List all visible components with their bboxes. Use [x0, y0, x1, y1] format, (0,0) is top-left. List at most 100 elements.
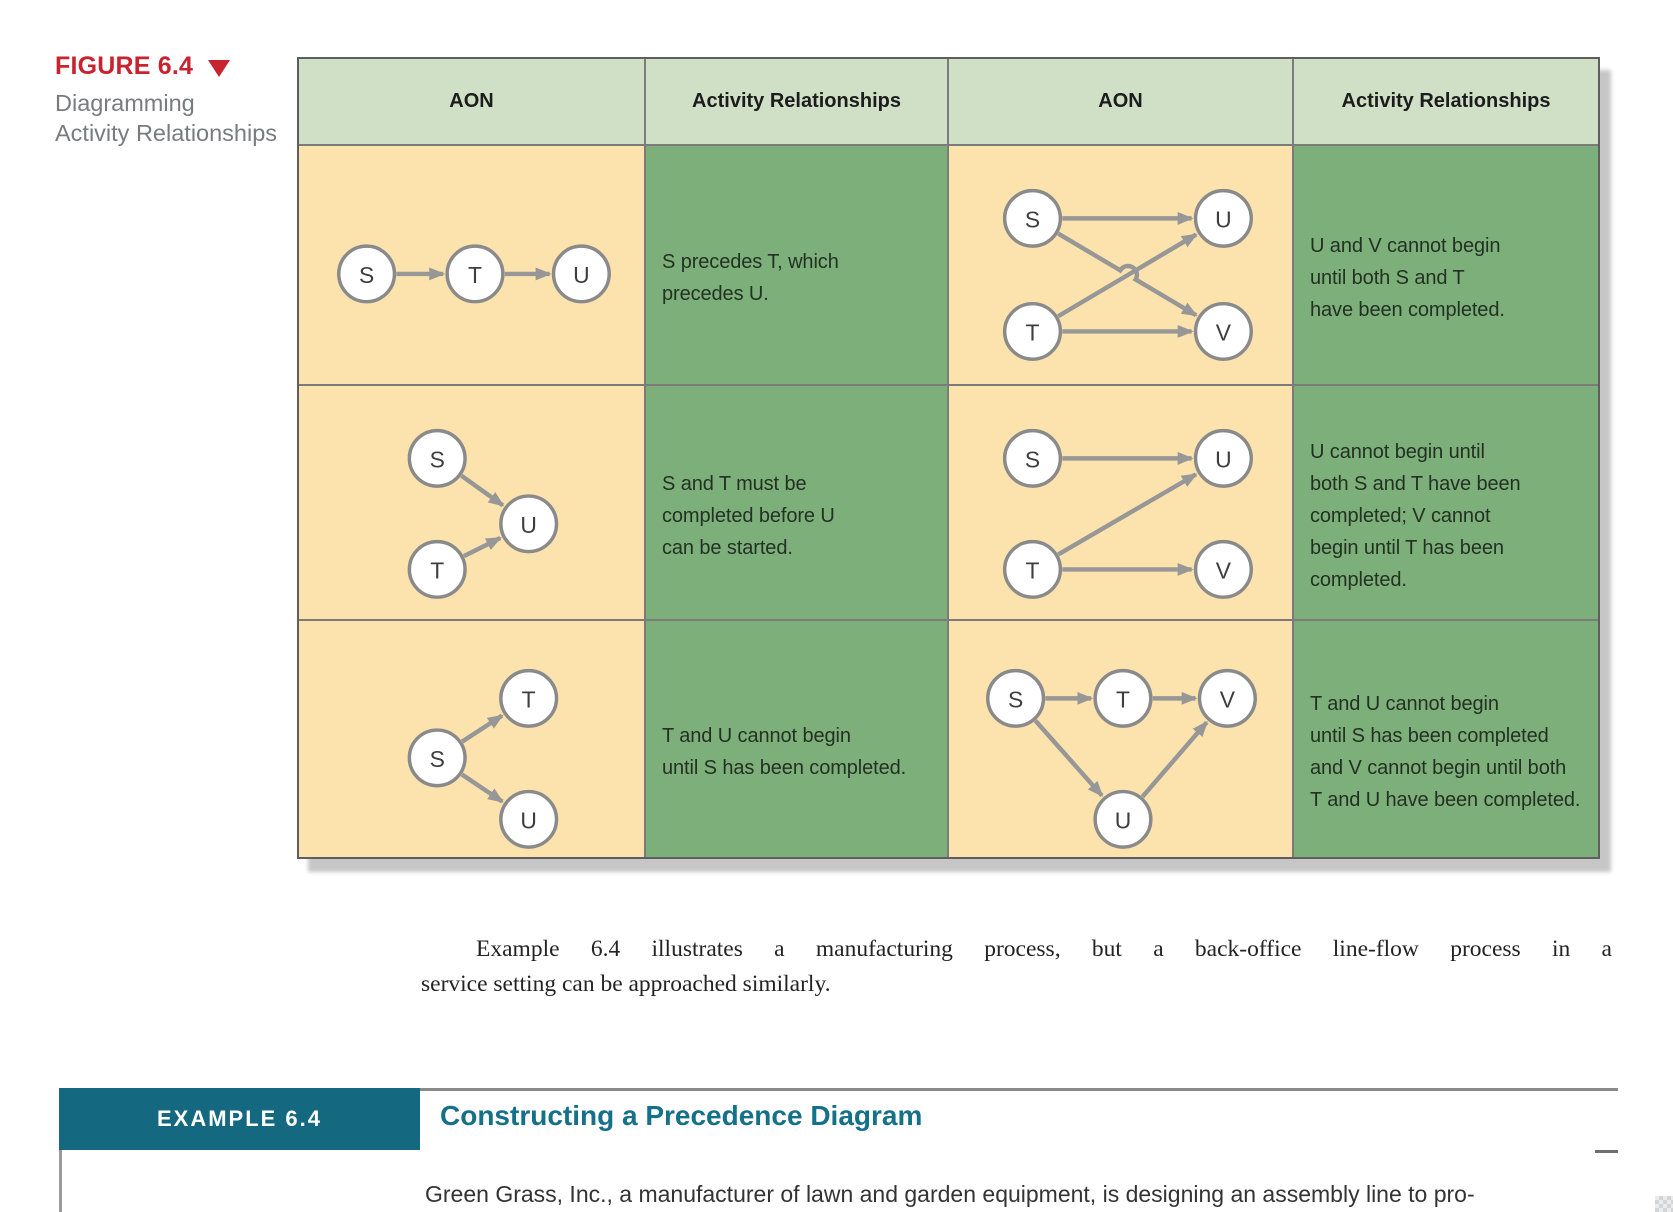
- activity-node-T: [499, 668, 559, 728]
- activity-node-S: [1002, 188, 1063, 248]
- activity-node-S: [407, 728, 467, 788]
- example-body-text: Green Grass, Inc., a manufacturer of law…: [425, 1181, 1475, 1207]
- aon-diagram-row1-right: S U T V: [949, 146, 1292, 384]
- example-left-rule: [59, 1150, 62, 1212]
- header-rel-right: Activity Relationships: [1294, 59, 1598, 144]
- precedence-arrow: [460, 713, 504, 744]
- activity-node-label: V: [1216, 319, 1232, 345]
- relationship-line: until S has been completed.: [662, 757, 907, 779]
- activity-node-label: S: [430, 746, 445, 772]
- example-label: EXAMPLE 6.4: [156, 1106, 323, 1131]
- precedence-arrow: [460, 473, 505, 508]
- activity-node-label: S: [1025, 206, 1040, 232]
- example-label-box: EXAMPLE 6.4: [59, 1088, 420, 1150]
- activity-node-U: [499, 494, 559, 554]
- figure-caption: FIGURE 6.4 Diagramming Activity Relation…: [55, 52, 277, 148]
- activity-node-V: [1193, 539, 1253, 599]
- precedence-arrow: [1057, 231, 1198, 318]
- scan-artifact-corner: [1655, 1196, 1673, 1212]
- relationship-line: and V cannot begin until both: [1310, 757, 1567, 779]
- precedence-arrow: [460, 772, 504, 804]
- activity-node-T: [1093, 668, 1153, 728]
- activity-node-label: S: [430, 446, 445, 472]
- activity-node-U: [499, 789, 559, 849]
- relationship-line: begin until T has been: [1310, 536, 1504, 559]
- example-top-rule: [420, 1088, 1618, 1091]
- aon-diagram-row2-right: S U T V: [949, 386, 1292, 619]
- precedence-arrow: [1033, 719, 1104, 798]
- activity-node-S: [1002, 428, 1063, 488]
- figure-label: FIGURE 6.4: [55, 52, 277, 81]
- relationship-line: U and V cannot begin: [1310, 235, 1501, 257]
- aon-diagram-svg: S T U: [407, 668, 559, 849]
- body-paragraph: Example 6.4 illustrates a manufacturing …: [421, 932, 1612, 1002]
- relationship-line: U cannot begin until: [1310, 440, 1485, 463]
- activity-node-T: [1002, 539, 1063, 599]
- activity-node-U: [551, 244, 611, 304]
- activity-node-label: T: [522, 686, 536, 712]
- relationship-line: until both S and T: [1310, 267, 1465, 289]
- activity-node-S: [986, 668, 1046, 728]
- activity-node-label: V: [1220, 686, 1236, 712]
- activity-node-label: U: [520, 512, 537, 538]
- relationship-text-row1-left: S precedes T, which precedes U.: [646, 146, 947, 384]
- relationship-text-row3-left: T and U cannot begin until S has been com…: [646, 621, 947, 857]
- header-aon-left: AON: [299, 59, 644, 144]
- relationship-line: T and U have been completed.: [1310, 789, 1581, 811]
- example-title: Constructing a Precedence Diagram: [440, 1100, 923, 1131]
- activity-node-label: U: [1215, 206, 1232, 232]
- precedence-arrow: [462, 536, 502, 559]
- activity-node-label: U: [520, 807, 537, 833]
- activity-node-label: U: [1115, 807, 1132, 833]
- activity-node-T: [1002, 301, 1063, 361]
- relationship-line: T and U cannot begin: [1310, 693, 1499, 715]
- relationship-line: S and T must be: [662, 472, 807, 495]
- activity-node-label: T: [430, 557, 444, 583]
- aon-diagram-row3-left: S T U: [299, 621, 644, 857]
- activity-node-label: U: [1215, 446, 1232, 472]
- relationship-line: T and U cannot begin: [662, 725, 851, 747]
- aon-diagram-svg: S U T: [407, 428, 559, 599]
- relationship-line: S precedes T, which: [662, 251, 839, 273]
- aon-diagram-svg: S U T V: [1002, 428, 1253, 599]
- relationship-line: until S has been completed: [1310, 725, 1549, 747]
- activity-node-V: [1197, 668, 1257, 728]
- activity-node-T: [407, 539, 467, 599]
- activity-node-T: [445, 244, 505, 304]
- relationship-text-row1-right: U and V cannot begin until both S and T ha…: [1294, 146, 1598, 384]
- activity-node-label: V: [1216, 557, 1232, 583]
- body-paragraph-line1: Example 6.4 illustrates a manufacturing …: [476, 936, 1612, 962]
- header-rel-left: Activity Relationships: [646, 59, 947, 144]
- precedence-arrow: [1057, 472, 1198, 557]
- figure-caption-line2: Activity Relationships: [55, 120, 278, 146]
- activity-node-label: S: [1008, 686, 1023, 712]
- relationship-line: have been completed.: [1310, 299, 1505, 321]
- precedence-arrow: [1057, 232, 1198, 319]
- relationship-line: precedes U.: [662, 283, 769, 305]
- activity-node-label: T: [1026, 557, 1040, 583]
- activity-node-label: S: [359, 262, 374, 288]
- activity-node-U: [1093, 789, 1153, 849]
- activity-node-label: T: [468, 262, 482, 288]
- activity-node-label: T: [1116, 686, 1130, 712]
- activity-node-V: [1193, 301, 1253, 361]
- relationship-line: completed.: [1310, 568, 1407, 591]
- relationship-text-row2-left: S and T must be completed before U can be …: [646, 386, 947, 619]
- figure-caption-line1: Diagramming: [55, 90, 195, 116]
- relationship-text-row2-right: U cannot begin until both S and T have be…: [1294, 386, 1598, 619]
- activity-node-label: T: [1026, 319, 1040, 345]
- relationship-line: can be started.: [662, 536, 793, 559]
- aon-relationships-table: AON Activity Relationships AON Activity …: [297, 57, 1600, 859]
- relationship-line: completed; V cannot: [1310, 504, 1491, 527]
- activity-node-U: [1193, 428, 1253, 488]
- aon-diagram-svg: S U T V: [1002, 188, 1253, 361]
- relationship-line: completed before U: [662, 504, 835, 527]
- activity-node-U: [1193, 188, 1253, 248]
- body-paragraph-line2: service setting can be approached simila…: [421, 971, 831, 997]
- aon-diagram-row2-left: S U T: [299, 386, 644, 619]
- aon-diagram-svg: S T V U: [986, 668, 1257, 849]
- scan-artifact-dash: [1595, 1150, 1618, 1153]
- activity-node-S: [337, 244, 397, 304]
- aon-diagram-row1-left: S T U: [299, 146, 644, 384]
